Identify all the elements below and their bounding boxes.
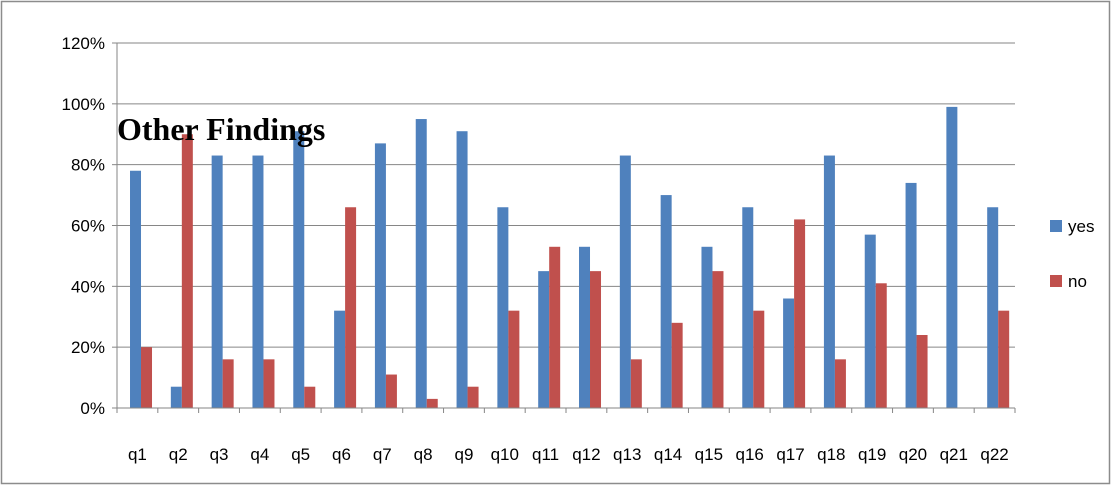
bar-no-q2 bbox=[181, 134, 193, 408]
y-tick-label: 100% bbox=[62, 95, 105, 114]
x-tick-label: q13 bbox=[613, 445, 641, 464]
x-tick-label: q2 bbox=[169, 445, 188, 464]
bar-no-q13 bbox=[630, 359, 642, 408]
legend-label-no: no bbox=[1068, 272, 1087, 291]
bar-yes-q2 bbox=[170, 386, 182, 408]
x-tick-label: q15 bbox=[695, 445, 723, 464]
x-tick-label: q9 bbox=[454, 445, 473, 464]
y-tick-label: 120% bbox=[62, 34, 105, 53]
bar-no-q8 bbox=[426, 398, 438, 409]
bar-no-q1 bbox=[141, 347, 153, 408]
bar-yes-q21 bbox=[946, 106, 958, 409]
bar-yes-q17 bbox=[783, 298, 795, 408]
bar-yes-q11 bbox=[538, 271, 550, 409]
x-tick-label: q5 bbox=[291, 445, 310, 464]
x-tick-label: q11 bbox=[532, 445, 559, 464]
x-tick-labels: q1 q2 q3 q4 q5 q6 q7 q8 q9 q10 q11 q12 q13 q14 q15 q16 q… bbox=[128, 445, 1009, 464]
bars bbox=[130, 106, 1010, 409]
y-tick-label: 20% bbox=[71, 338, 105, 357]
x-tick-label: q7 bbox=[373, 445, 392, 464]
x-tick-label: q16 bbox=[735, 445, 763, 464]
bar-no-q5 bbox=[304, 386, 316, 408]
y-tick-label: 0% bbox=[80, 399, 105, 418]
legend-label-yes: yes bbox=[1068, 217, 1094, 236]
bar-no-q11 bbox=[549, 246, 561, 408]
bar-yes-q15 bbox=[701, 246, 713, 408]
bar-yes-q7 bbox=[374, 143, 386, 409]
bar-yes-q19 bbox=[864, 234, 876, 409]
chart-title: Other Findings bbox=[117, 111, 325, 147]
x-tick-label: q22 bbox=[980, 445, 1008, 464]
bar-no-q14 bbox=[671, 322, 683, 408]
x-tick-label: q6 bbox=[332, 445, 351, 464]
x-tick-label: q12 bbox=[572, 445, 600, 464]
legend-swatch-yes bbox=[1050, 220, 1062, 232]
y-tick-label: 40% bbox=[71, 277, 105, 296]
x-tick-label: q8 bbox=[414, 445, 433, 464]
bar-no-q12 bbox=[590, 271, 602, 409]
bar-no-q16 bbox=[753, 310, 765, 408]
bar-yes-q1 bbox=[130, 170, 142, 408]
x-tick-label: q10 bbox=[491, 445, 519, 464]
bar-no-q6 bbox=[345, 207, 357, 408]
x-tick-label: q18 bbox=[817, 445, 845, 464]
bar-no-q10 bbox=[508, 310, 520, 408]
bar-no-q22 bbox=[998, 310, 1010, 408]
x-tick-label: q20 bbox=[899, 445, 927, 464]
y-tick-label: 80% bbox=[71, 156, 105, 175]
bar-yes-q14 bbox=[660, 195, 672, 408]
bar-yes-q3 bbox=[211, 155, 223, 408]
bar-yes-q4 bbox=[252, 155, 264, 408]
bar-no-q3 bbox=[222, 359, 234, 408]
bar-no-q9 bbox=[467, 386, 479, 408]
bar-yes-q6 bbox=[334, 310, 346, 408]
bar-yes-q16 bbox=[742, 207, 754, 408]
bar-no-q4 bbox=[263, 359, 275, 408]
legend-swatch-no bbox=[1050, 275, 1062, 287]
bar-no-q15 bbox=[712, 271, 724, 409]
legend: yes no bbox=[1050, 217, 1094, 291]
bar-yes-q18 bbox=[823, 155, 835, 408]
bar-yes-q9 bbox=[456, 131, 468, 408]
bar-yes-q22 bbox=[987, 207, 999, 408]
bar-no-q7 bbox=[385, 374, 397, 408]
y-tick-labels: 0% 20% 40% 60% 80% 100% 120% bbox=[62, 34, 105, 418]
bar-yes-q12 bbox=[579, 246, 591, 408]
bar-no-q17 bbox=[794, 219, 806, 408]
x-tick-label: q3 bbox=[210, 445, 229, 464]
bar-yes-q20 bbox=[905, 182, 917, 408]
x-tick-label: q4 bbox=[250, 445, 269, 464]
bar-yes-q13 bbox=[619, 155, 631, 408]
bar-no-q20 bbox=[916, 335, 928, 408]
bar-yes-q5 bbox=[293, 131, 305, 408]
bar-yes-q8 bbox=[415, 119, 427, 408]
x-tick-label: q14 bbox=[654, 445, 682, 464]
y-tick-label: 60% bbox=[71, 217, 105, 236]
x-tick-label: q19 bbox=[858, 445, 886, 464]
bar-no-q19 bbox=[875, 283, 887, 408]
bar-no-q18 bbox=[834, 359, 846, 408]
bar-yes-q10 bbox=[497, 207, 509, 408]
x-tick-label: q1 bbox=[128, 445, 147, 464]
axes bbox=[112, 42, 1016, 413]
x-tick-label: q17 bbox=[776, 445, 804, 464]
x-tick-label: q21 bbox=[940, 445, 968, 464]
